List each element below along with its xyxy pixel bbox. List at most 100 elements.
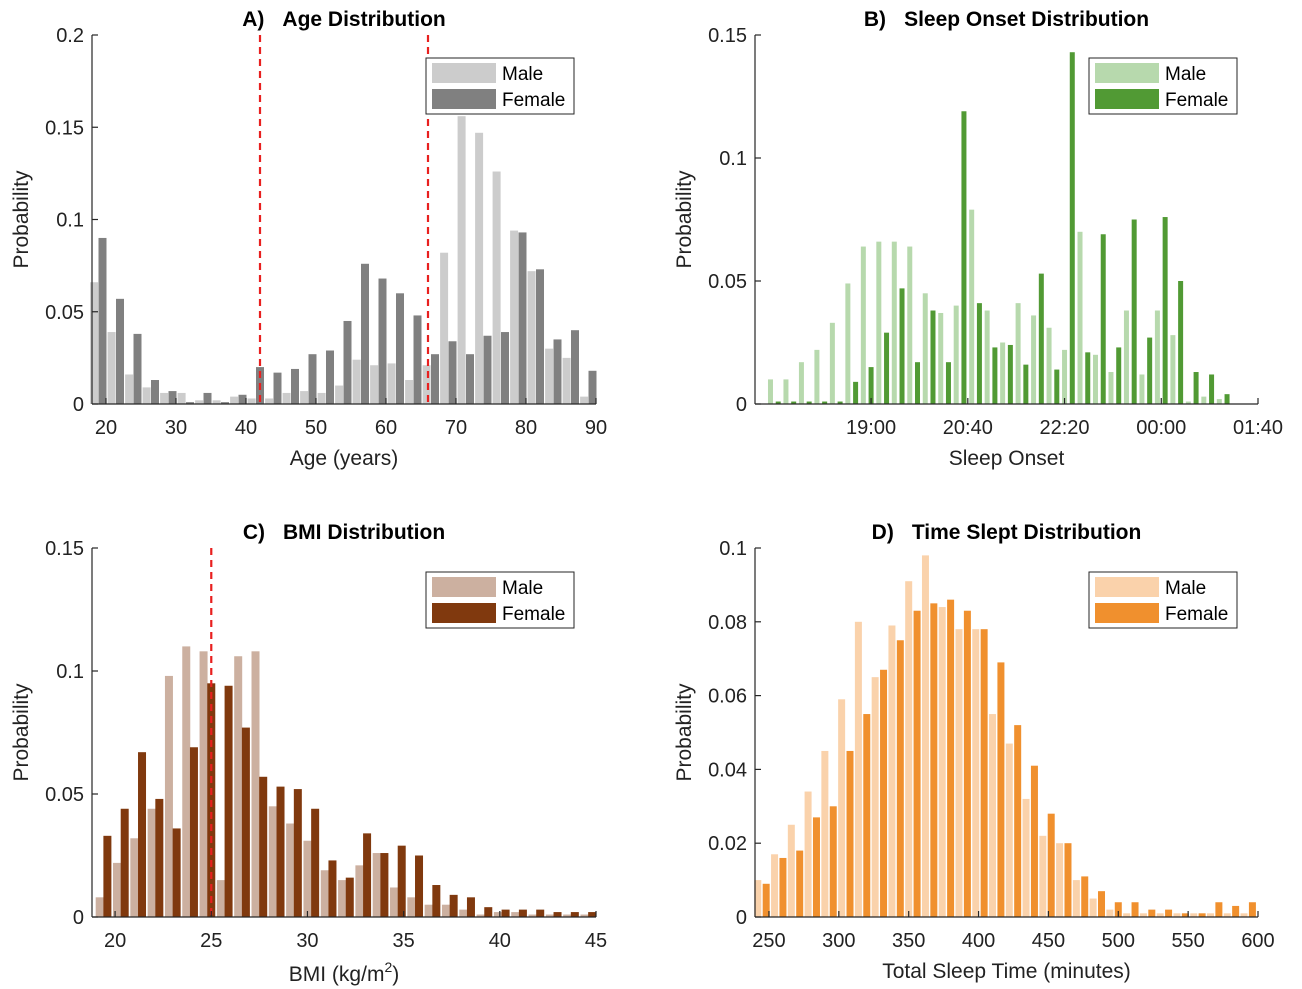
y-tick-label: 0.05 [45, 784, 84, 806]
chart-panel-a: 0 0.05 0.1 0.15 0.2 20 30 40 50 60 70 80 90 Age (year… [10, 8, 607, 470]
bar-female [1193, 372, 1199, 404]
bar-female [779, 857, 787, 917]
y-tick-label: 0.04 [708, 759, 747, 781]
bar-female [432, 885, 441, 917]
bar-male [160, 392, 169, 404]
bar-male [821, 750, 829, 917]
bar-female [947, 599, 955, 917]
bar-male [130, 838, 139, 917]
bar-male [1173, 913, 1181, 917]
series-female [98, 232, 597, 404]
bar-male [511, 912, 520, 917]
bar-male [580, 396, 589, 404]
x-tick-label: 45 [585, 930, 607, 952]
bar-female [186, 402, 194, 404]
bar-female [930, 310, 936, 404]
bar-female [120, 808, 129, 917]
bar-female [224, 685, 233, 917]
x-tick-label: 40 [235, 417, 257, 439]
bar-male [1156, 913, 1164, 917]
bar-male [230, 396, 239, 404]
bar-female [1098, 891, 1106, 917]
y-tick-label: 0.15 [45, 538, 84, 560]
y-axis-label: Probability [10, 683, 33, 782]
legend: Male Female [1088, 571, 1238, 629]
bar-male [1216, 399, 1222, 404]
bar-male [286, 823, 295, 917]
legend: Male Female [1088, 57, 1238, 115]
bar-male [1031, 315, 1037, 404]
bar-male [1062, 349, 1068, 404]
bar-male [147, 808, 156, 917]
bar-female [1165, 909, 1173, 917]
bar-male [492, 171, 501, 404]
y-tick-label: 0.08 [708, 612, 747, 634]
chart-title-text: Time Slept Distribution [912, 521, 1141, 544]
bar-female [571, 330, 579, 404]
bar-male [562, 357, 571, 405]
bar-female [138, 752, 147, 917]
bar-male [1022, 798, 1030, 917]
bar-female [1131, 902, 1139, 917]
bar-male [282, 392, 291, 404]
x-axis-label: Age (years) [290, 447, 399, 470]
bar-male [814, 349, 820, 404]
bar-male [268, 806, 277, 917]
bar-male [955, 629, 963, 917]
x-tick-label: 00:00 [1136, 417, 1186, 439]
bar-female [1181, 913, 1189, 917]
bar-male [972, 629, 980, 917]
bar-male [1206, 913, 1214, 917]
bar-female [397, 845, 406, 917]
bar-female [868, 367, 874, 404]
y-tick-label: 0.1 [56, 661, 84, 683]
bar-male [459, 909, 468, 917]
bar-male [545, 914, 554, 917]
y-axis-label: Probability [10, 170, 33, 269]
bar-male [164, 675, 173, 917]
legend-swatch-female [432, 603, 496, 623]
bar-male [1077, 231, 1083, 404]
bar-male [1108, 372, 1114, 404]
legend-label-male: Male [502, 578, 543, 599]
bar-male [405, 380, 414, 404]
chart-title-letter: A) [242, 8, 264, 31]
bar-male [528, 914, 537, 917]
legend-label-female: Female [1165, 90, 1228, 111]
bar-male [845, 283, 851, 404]
bar-female [553, 339, 562, 404]
bar-female [378, 278, 387, 404]
bar-female [293, 789, 302, 917]
legend-label-female: Female [502, 604, 565, 625]
bar-female [259, 776, 268, 917]
bar-female [945, 362, 951, 404]
x-axis-label: BMI (kg/m2) [289, 959, 399, 986]
bar-female [536, 909, 545, 917]
bar-male [1240, 913, 1248, 917]
bar-female [899, 288, 905, 404]
bar-female [1224, 394, 1230, 404]
bar-male [1139, 374, 1145, 404]
bar-female [1038, 273, 1044, 404]
bar-female [1116, 347, 1122, 404]
y-tick-label: 0.15 [45, 117, 84, 139]
legend-swatch-male [432, 577, 496, 597]
bar-female [980, 629, 988, 917]
bar-male [891, 241, 897, 404]
bar-female [363, 833, 372, 917]
legend-swatch-male [1095, 63, 1159, 83]
chart-title: D) Time Slept Distribution [872, 521, 1142, 544]
bar-female [415, 855, 424, 917]
x-tick-label: 90 [585, 417, 607, 439]
bar-female [326, 350, 334, 404]
bar-female [1064, 843, 1072, 917]
y-tick-label: 0.06 [708, 686, 747, 708]
bar-male [320, 870, 329, 917]
x-tick-label: 30 [296, 930, 318, 952]
legend: Male Female [425, 571, 575, 629]
bar-male [563, 914, 572, 917]
series-male [754, 555, 1248, 917]
x-tick-label: 400 [962, 930, 995, 952]
bar-male [1123, 913, 1131, 917]
bar-female [501, 909, 510, 917]
